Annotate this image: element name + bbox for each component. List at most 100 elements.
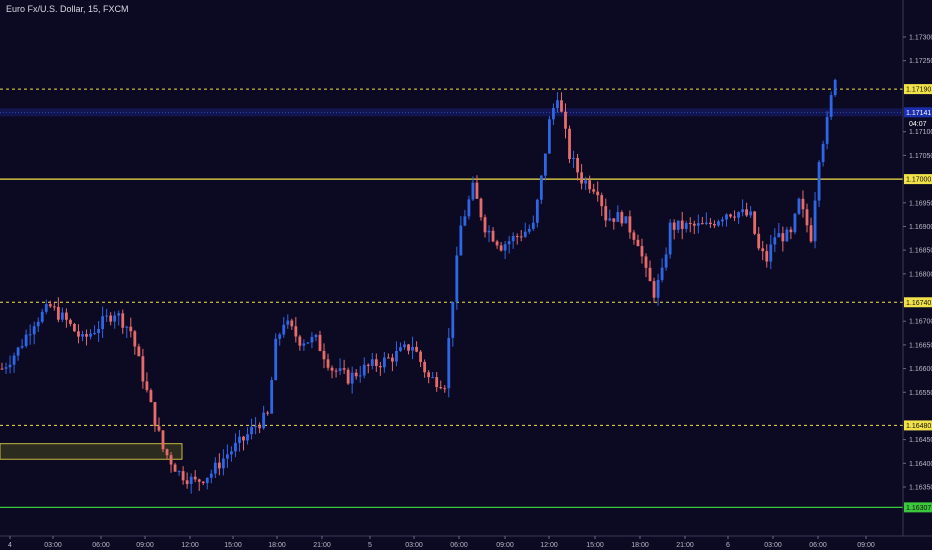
candle[interactable]	[350, 366, 354, 394]
candle[interactable]	[608, 209, 612, 222]
candle[interactable]	[761, 240, 765, 261]
candle[interactable]	[507, 235, 511, 254]
candle[interactable]	[370, 352, 374, 370]
candle[interactable]	[60, 307, 64, 323]
candle[interactable]	[411, 336, 414, 360]
candle[interactable]	[696, 214, 700, 234]
candle[interactable]	[137, 343, 141, 357]
candle[interactable]	[459, 216, 463, 256]
candle[interactable]	[314, 333, 318, 342]
candle[interactable]	[334, 368, 338, 378]
candle[interactable]	[672, 219, 676, 240]
candle[interactable]	[121, 309, 125, 334]
candle[interactable]	[556, 92, 559, 113]
candle[interactable]	[173, 462, 177, 472]
candle[interactable]	[189, 473, 193, 494]
candle[interactable]	[282, 317, 286, 338]
candle[interactable]	[177, 470, 181, 476]
candle[interactable]	[85, 329, 88, 346]
candle[interactable]	[592, 183, 596, 195]
candle[interactable]	[588, 175, 592, 194]
candle[interactable]	[81, 330, 84, 342]
candle[interactable]	[656, 273, 660, 306]
candle[interactable]	[258, 422, 261, 434]
candle[interactable]	[680, 211, 684, 240]
candle[interactable]	[451, 301, 455, 347]
candle[interactable]	[262, 405, 266, 430]
time-axis[interactable]: 4 03:00 06:00 09:00 12:00 15:00 18:00 21:00 5 03:…	[0, 535, 932, 549]
candle[interactable]	[226, 444, 229, 468]
candle[interactable]	[737, 211, 740, 224]
candle[interactable]	[24, 329, 28, 348]
candle[interactable]	[684, 220, 688, 233]
candle[interactable]	[809, 217, 813, 243]
candle[interactable]	[717, 219, 720, 227]
candle[interactable]	[399, 342, 402, 352]
candle[interactable]	[499, 241, 503, 252]
candle[interactable]	[797, 197, 801, 216]
candle[interactable]	[326, 353, 330, 371]
candle[interactable]	[109, 312, 113, 326]
candle[interactable]	[483, 214, 487, 238]
candle[interactable]	[664, 247, 668, 271]
candle[interactable]	[77, 324, 80, 344]
candle[interactable]	[201, 481, 205, 486]
candle[interactable]	[129, 317, 133, 338]
candle[interactable]	[69, 318, 72, 327]
candle[interactable]	[407, 343, 410, 355]
candle[interactable]	[197, 478, 201, 491]
candle[interactable]	[527, 224, 531, 235]
candle[interactable]	[471, 176, 475, 201]
candle[interactable]	[246, 427, 249, 445]
candle[interactable]	[624, 216, 628, 224]
candle[interactable]	[765, 244, 769, 268]
candle[interactable]	[298, 334, 302, 351]
candle[interactable]	[757, 226, 761, 251]
candle[interactable]	[290, 318, 294, 330]
candle[interactable]	[463, 209, 467, 227]
candle[interactable]	[729, 213, 732, 219]
candle[interactable]	[813, 192, 817, 249]
candle[interactable]	[56, 297, 60, 323]
candle[interactable]	[688, 217, 692, 233]
candle[interactable]	[676, 220, 680, 234]
candle[interactable]	[302, 339, 306, 351]
candle[interactable]	[358, 365, 362, 383]
candle[interactable]	[403, 340, 406, 350]
candle[interactable]	[391, 353, 394, 372]
candle[interactable]	[113, 311, 117, 329]
candle[interactable]	[193, 470, 197, 483]
candle[interactable]	[777, 223, 781, 238]
candle[interactable]	[4, 362, 8, 374]
candle[interactable]	[266, 410, 270, 416]
candle[interactable]	[32, 321, 36, 345]
candle[interactable]	[427, 370, 431, 384]
candle[interactable]	[89, 329, 92, 340]
candle[interactable]	[604, 198, 608, 228]
candle[interactable]	[576, 153, 579, 181]
candle[interactable]	[310, 332, 314, 349]
candle[interactable]	[652, 277, 656, 303]
candle[interactable]	[620, 210, 624, 227]
candle[interactable]	[234, 433, 237, 458]
candle[interactable]	[552, 103, 555, 126]
candle[interactable]	[817, 159, 821, 208]
candle[interactable]	[217, 453, 221, 476]
candle[interactable]	[543, 153, 547, 181]
candle[interactable]	[52, 302, 56, 311]
candle[interactable]	[387, 353, 390, 359]
candle[interactable]	[0, 362, 4, 370]
candle[interactable]	[733, 210, 736, 222]
candle[interactable]	[93, 325, 96, 336]
candle[interactable]	[423, 359, 427, 378]
candle[interactable]	[825, 111, 829, 150]
candle[interactable]	[564, 103, 567, 139]
candle[interactable]	[487, 225, 491, 243]
candle[interactable]	[65, 308, 68, 328]
candle[interactable]	[700, 216, 704, 225]
candle[interactable]	[161, 429, 165, 453]
candle[interactable]	[721, 216, 724, 227]
candle[interactable]	[44, 299, 48, 315]
candle[interactable]	[443, 385, 447, 393]
